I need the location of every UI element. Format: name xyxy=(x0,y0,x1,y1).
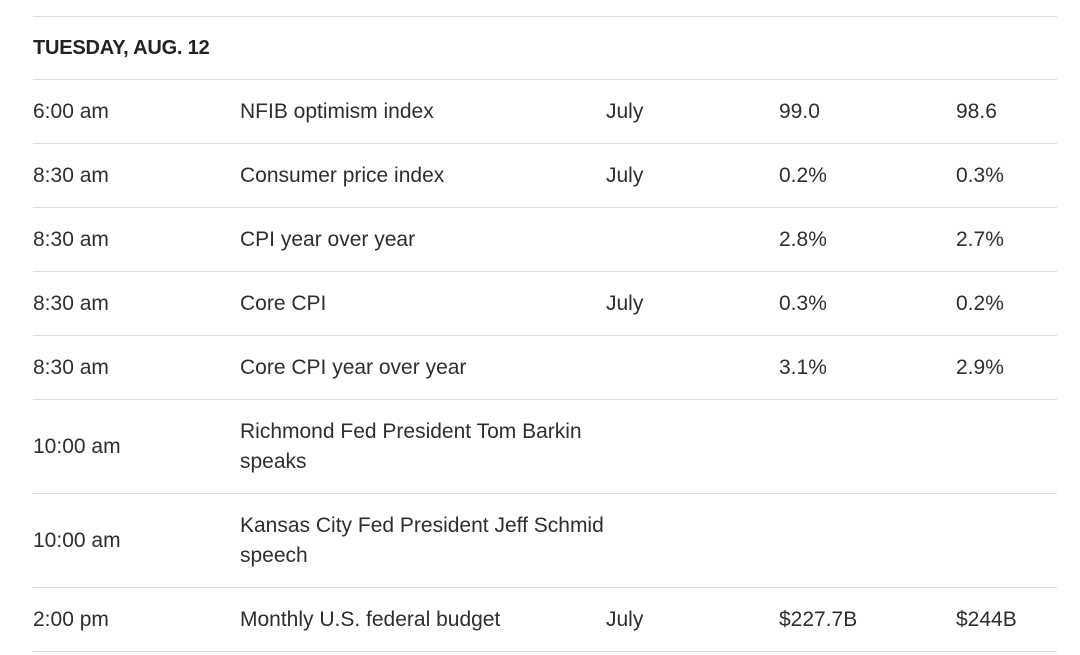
period-cell xyxy=(606,494,756,587)
forecast-cell: 99.0 xyxy=(779,99,820,123)
previous-cell xyxy=(956,400,1056,493)
table-row: 10:00 am Kansas City Fed President Jeff … xyxy=(33,494,1057,588)
forecast-cell: $227.7B xyxy=(779,607,858,631)
time-cell: 2:00 pm xyxy=(33,607,109,631)
previous-cell: 0.3% xyxy=(956,163,1004,187)
period-cell xyxy=(606,336,756,399)
previous-cell xyxy=(956,494,1056,587)
table-row: 8:30 am Consumer price index July 0.2% 0… xyxy=(33,144,1057,208)
event-cell: Consumer price index xyxy=(240,163,445,187)
table-row: 6:00 am NFIB optimism index July 99.0 98… xyxy=(33,80,1057,144)
forecast-cell xyxy=(779,400,929,493)
day-header: TUESDAY, AUG. 12 xyxy=(33,17,1057,80)
table-row: 8:30 am CPI year over year 2.8% 2.7% xyxy=(33,208,1057,272)
event-cell: Core CPI year over year xyxy=(240,355,467,379)
period-cell: July xyxy=(606,163,644,187)
time-cell: 8:30 am xyxy=(33,291,109,315)
event-cell: Monthly U.S. federal budget xyxy=(240,607,501,631)
time-cell: 6:00 am xyxy=(33,99,109,123)
period-cell: July xyxy=(606,607,644,631)
event-cell: Richmond Fed President Tom Barkin speaks xyxy=(240,419,582,473)
table-row: 2:00 pm Monthly U.S. federal budget July… xyxy=(33,588,1057,652)
event-cell: Core CPI xyxy=(240,291,327,315)
forecast-cell: 2.8% xyxy=(779,227,827,251)
time-cell: 8:30 am xyxy=(33,227,109,251)
table-row: 8:30 am Core CPI year over year 3.1% 2.9… xyxy=(33,336,1057,400)
time-cell: 8:30 am xyxy=(33,163,109,187)
time-cell: 8:30 am xyxy=(33,355,109,379)
forecast-cell xyxy=(779,494,929,587)
previous-cell: 2.7% xyxy=(956,227,1004,251)
event-cell: CPI year over year xyxy=(240,227,416,251)
period-cell xyxy=(606,400,756,493)
time-cell: 10:00 am xyxy=(33,528,121,552)
previous-cell: 98.6 xyxy=(956,99,997,123)
event-cell: Kansas City Fed President Jeff Schmid sp… xyxy=(240,513,604,567)
forecast-cell: 0.3% xyxy=(779,291,827,315)
table-row: 8:30 am Core CPI July 0.3% 0.2% xyxy=(33,272,1057,336)
previous-cell: 0.2% xyxy=(956,291,1004,315)
period-cell: July xyxy=(606,99,644,123)
table-row: 10:00 am Richmond Fed President Tom Bark… xyxy=(33,400,1057,494)
previous-cell: 2.9% xyxy=(956,355,1004,379)
period-cell xyxy=(606,208,756,271)
day-heading: TUESDAY, AUG. 12 xyxy=(33,37,210,59)
time-cell: 10:00 am xyxy=(33,434,121,458)
period-cell: July xyxy=(606,291,644,315)
event-cell: NFIB optimism index xyxy=(240,99,434,123)
economic-calendar-table: TUESDAY, AUG. 12 6:00 am NFIB optimism i… xyxy=(33,16,1057,652)
previous-cell: $244B xyxy=(956,607,1017,631)
forecast-cell: 0.2% xyxy=(779,163,827,187)
forecast-cell: 3.1% xyxy=(779,355,827,379)
